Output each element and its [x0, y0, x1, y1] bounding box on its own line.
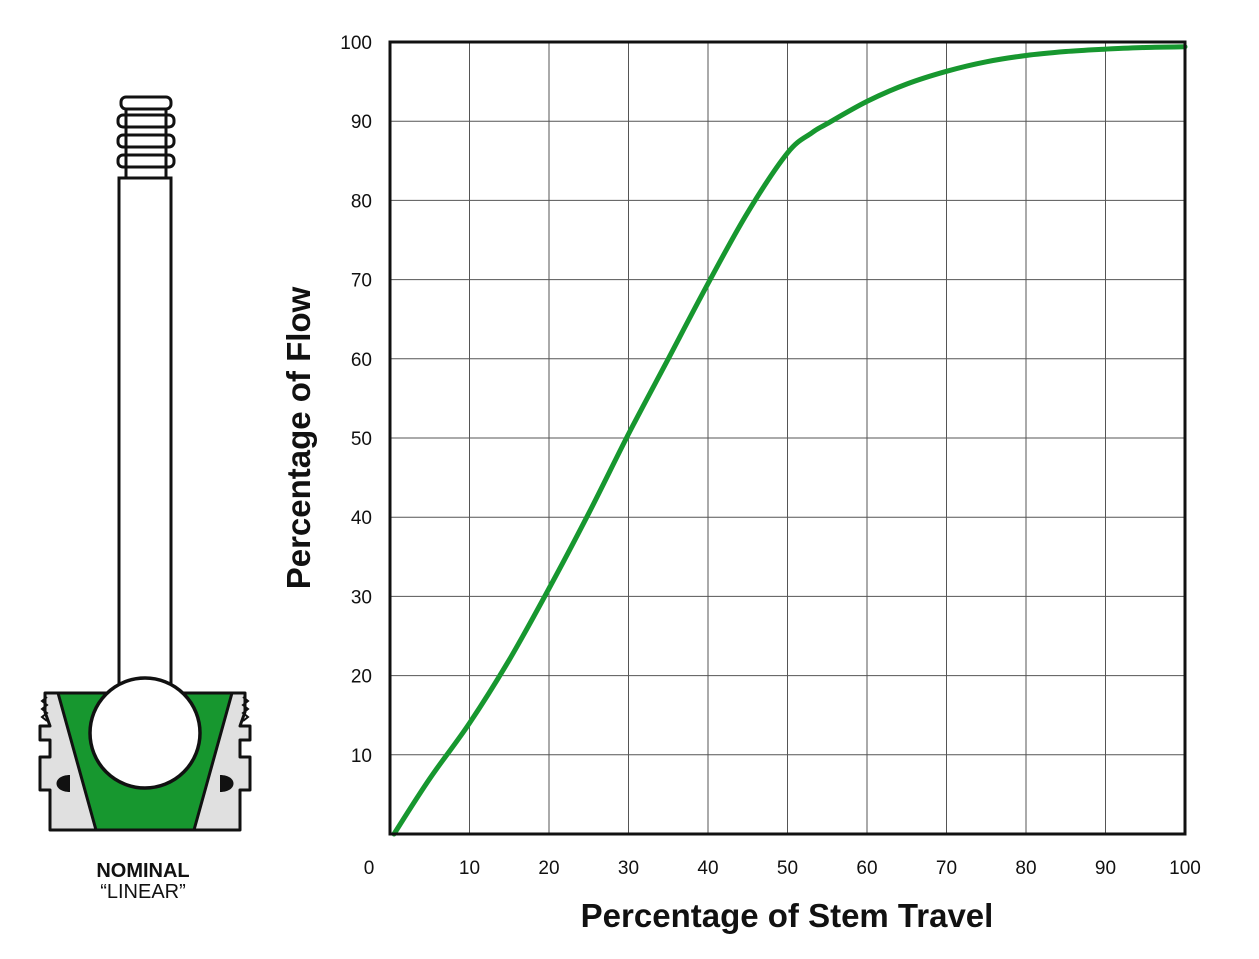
y-tick-label: 90: [351, 112, 372, 133]
plot-frame: [388, 40, 1187, 836]
y-tick-label: 60: [351, 350, 372, 371]
x-tick-label: 10: [459, 858, 480, 879]
y-tick-label: 80: [351, 191, 372, 212]
y-tick-label: 50: [351, 429, 372, 450]
x-axis-title: Percentage of Stem Travel: [581, 897, 994, 934]
y-tick-label: 10: [351, 746, 372, 767]
valve-stem: [117, 176, 173, 688]
x-tick-label: 60: [856, 858, 877, 879]
x-axis-ticks: 0 10 20 30 40 50 60 70 80 90 100: [364, 858, 1201, 879]
y-axis-ticks: 10 20 30 40 50 60 70 80 90 100: [340, 33, 372, 767]
x-tick-label: 20: [538, 858, 559, 879]
x-tick-label: 80: [1015, 858, 1036, 879]
x-tick-label: 30: [618, 858, 639, 879]
y-axis-title: Percentage of Flow: [280, 286, 317, 589]
valve-body-right: [190, 691, 252, 832]
valve-plug-diagram: NOMINAL “LINEAR”: [38, 95, 252, 903]
x-tick-label: 100: [1169, 858, 1201, 879]
body-thread-left: [40, 696, 49, 722]
body-thread-right: [241, 696, 250, 722]
x-tick-label: 90: [1095, 858, 1116, 879]
y-tick-label: 20: [351, 667, 372, 688]
y-tick-label: 70: [351, 271, 372, 292]
y-tick-label: 30: [351, 587, 372, 608]
y-tick-label: 100: [340, 33, 372, 54]
diagram-caption-subtitle: “LINEAR”: [100, 881, 186, 903]
seal-ring-right: [220, 775, 234, 792]
chart-grid: [390, 42, 1185, 834]
valve-body-left: [38, 691, 100, 832]
stem-thread-ring: [116, 133, 176, 149]
stem-thread-ring: [119, 95, 173, 111]
x-tick-label: 70: [936, 858, 957, 879]
x-tick-label: 40: [697, 858, 718, 879]
diagram-caption-title: NOMINAL: [96, 860, 189, 882]
x-tick-label: 0: [364, 858, 375, 879]
stem-thread-ring: [116, 113, 176, 129]
y-tick-label: 40: [351, 508, 372, 529]
valve-ball: [88, 676, 202, 790]
flow-curve-line: [391, 44, 1188, 837]
stem-thread-ring: [116, 153, 176, 169]
chart: 0 10 20 30 40 50 60 70 80 90 100 10 20 30 40 50 60 70 80 9…: [280, 33, 1201, 934]
x-tick-label: 50: [777, 858, 798, 879]
seal-ring-left: [56, 775, 70, 792]
